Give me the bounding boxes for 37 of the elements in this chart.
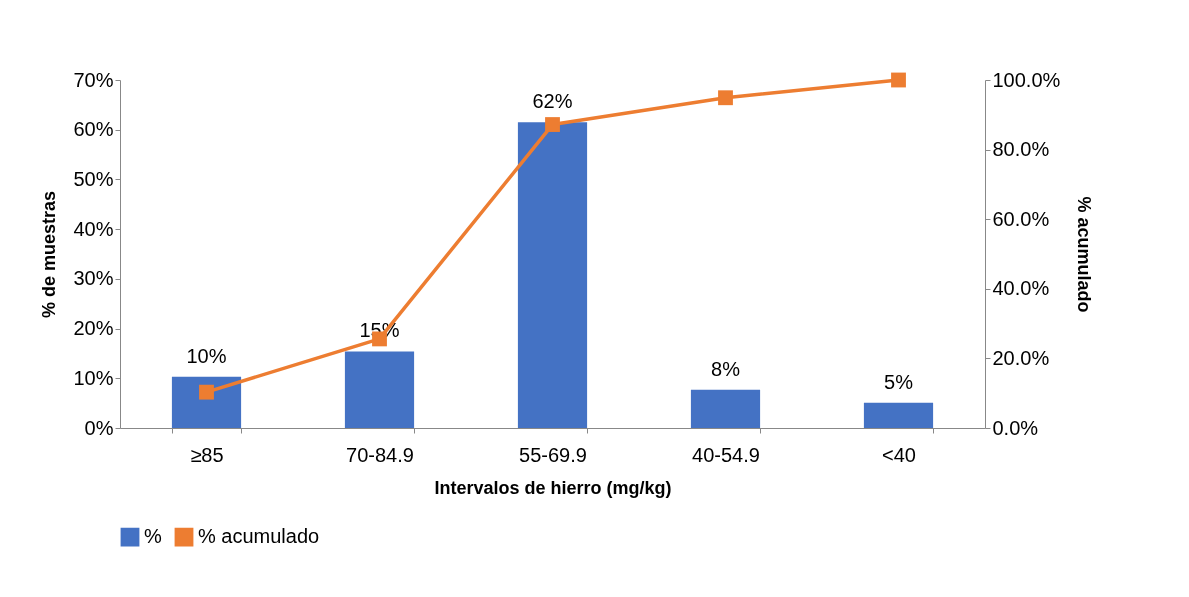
legend-label: % [144,525,162,548]
point [718,90,733,106]
y-tick-label: 10% [73,366,114,389]
legend-label: % acumulado [198,525,320,548]
x-tick-label: 40-54.9 [692,443,760,466]
y-tick-label: 30% [73,267,114,290]
y-axis-title: % de muestras [39,190,60,319]
y2-tick-label: 80.0% [992,138,1050,161]
bar [517,122,588,428]
bar [863,402,934,428]
bar [690,389,761,428]
y2-tick-label: 20.0% [992,346,1050,369]
point [891,72,906,88]
data-label: 62% [532,90,573,113]
data-label: 8% [711,357,741,380]
y2-tick-label: 100.0% [992,68,1061,91]
bar [171,376,242,428]
y-tick-label: 40% [73,217,114,240]
data-label: 5% [884,370,914,393]
x-axis-title: Intervalos de hierro (mg/kg) [434,477,672,498]
y2-tick-label: 40.0% [992,277,1050,300]
y-tick-label: 0% [84,416,114,439]
x-tick-label: 70-84.9 [346,443,414,466]
y2-tick-label: 60.0% [992,207,1050,230]
x-tick-label: 55-69.9 [519,443,587,466]
y-tick-label: 20% [73,317,114,340]
x-tick-label: <40 [882,443,916,466]
bar [344,351,415,428]
data-label: 10% [186,344,227,367]
y2-tick-label: 0.0% [992,416,1039,439]
y-tick-label: 70% [73,68,114,91]
point [545,117,560,132]
y-tick-label: 50% [73,167,114,190]
x-tick-label: ≥85 [190,443,224,466]
point [199,384,214,400]
y-tick-label: 60% [73,118,114,141]
y2-axis-title: % acumulado [1074,196,1095,313]
